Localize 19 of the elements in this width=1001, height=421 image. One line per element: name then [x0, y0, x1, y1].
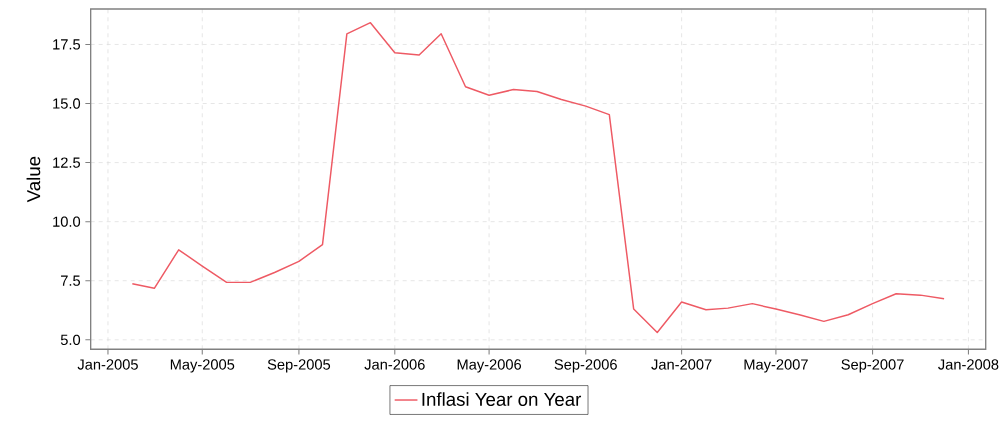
y-tick-label: 10.0	[53, 216, 81, 227]
line-series	[131, 21, 945, 334]
y-axis-title: Value	[26, 156, 41, 203]
y-tick-label: 12.5	[53, 157, 81, 168]
x-tick-label: Sep-2006	[554, 359, 617, 373]
x-tick-label: Jan-2008	[938, 359, 999, 370]
x-tick-label: Sep-2005	[267, 359, 331, 373]
x-tick-label: May-2007	[744, 359, 808, 373]
x-tick-label: Jan-2006	[364, 359, 425, 370]
y-tick-label: 7.5	[61, 275, 81, 286]
y-tick-label: 17.5	[53, 39, 81, 50]
x-tick-label: Jan-2007	[651, 359, 712, 370]
x-tick-label: May-2006	[457, 359, 522, 373]
y-tick-label: 15.0	[53, 98, 81, 109]
legend-label: Inflasi Year on Year	[422, 392, 582, 406]
x-tick-label: May-2005	[170, 359, 235, 373]
x-tick-label: Sep-2007	[841, 359, 904, 373]
x-tick-label: Jan-2005	[77, 359, 138, 370]
y-tick-label: 5.0	[60, 334, 81, 345]
